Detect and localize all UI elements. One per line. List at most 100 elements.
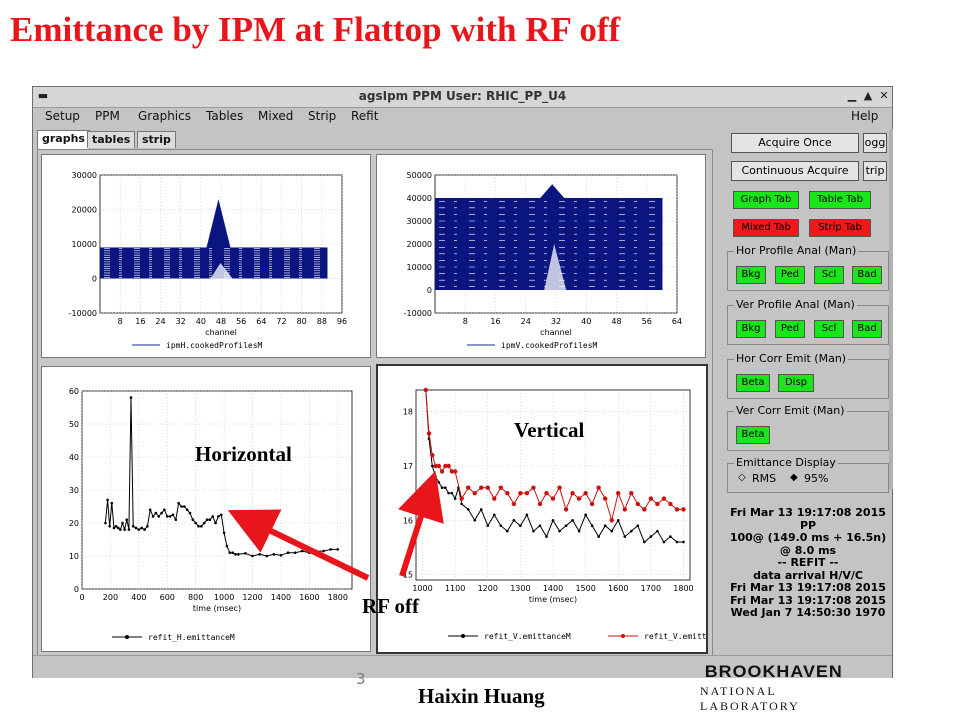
data-point xyxy=(537,501,543,507)
data-point xyxy=(610,529,614,533)
data-point xyxy=(444,486,447,490)
radio-rms-icon[interactable]: ◇ xyxy=(738,472,746,483)
x-tick-label: 24 xyxy=(521,317,531,326)
strip-button[interactable]: trip xyxy=(863,161,887,181)
menu-setup[interactable]: Setup xyxy=(45,109,80,123)
status-panel: Fri Mar 13 19:17:08 2015 PP 100@ (149.0 … xyxy=(723,506,893,620)
hor-bkg-button[interactable]: Bkg xyxy=(736,266,766,284)
menu-refit[interactable]: Refit xyxy=(351,109,379,123)
menu-help[interactable]: Help xyxy=(851,109,879,123)
vertical-scrollbar[interactable] xyxy=(889,129,893,489)
ver-beta-button[interactable]: Beta xyxy=(736,426,770,444)
data-point xyxy=(531,485,536,490)
tab-tables[interactable]: tables xyxy=(87,131,136,148)
menubar: Setup PPM Graphics Tables Mixed Strip Re… xyxy=(33,108,892,126)
ver-bkg-button[interactable]: Bkg xyxy=(736,320,766,338)
data-point xyxy=(492,513,496,517)
ver-bad-button[interactable]: Bad xyxy=(852,320,882,338)
x-tick-label: 32 xyxy=(176,317,186,326)
x-tick-label: 40 xyxy=(196,317,206,326)
data-point xyxy=(629,529,633,533)
data-point xyxy=(505,490,510,496)
x-tick-label: 1000 xyxy=(412,584,432,593)
ver-ped-button[interactable]: Ped xyxy=(775,320,805,338)
x-tick-label: 0 xyxy=(79,593,84,602)
data-point xyxy=(583,490,588,496)
window-menu-icon[interactable]: ▬ xyxy=(37,89,49,102)
data-point xyxy=(197,525,200,528)
x-axis-label: channel xyxy=(205,328,237,337)
data-point xyxy=(272,553,276,556)
tab-strip[interactable]: strip xyxy=(137,131,176,148)
mixed-tab-button[interactable]: Mixed Tab xyxy=(733,219,799,237)
data-point xyxy=(596,485,601,490)
data-point xyxy=(655,501,660,507)
menu-graphics[interactable]: Graphics xyxy=(138,109,191,123)
data-point xyxy=(286,551,290,554)
data-point xyxy=(525,513,529,517)
menu-ppm[interactable]: PPM xyxy=(95,109,120,123)
x-tick-label: 48 xyxy=(216,317,226,326)
window-titlebar[interactable]: ▬ agsIpm PPM User: RHIC_PP_U4 ▁ ▲ ✕ xyxy=(33,87,892,108)
menu-mixed[interactable]: Mixed xyxy=(258,109,294,123)
hor-emittance-chart: 0 200 400 600 800 1000 1200 1400 1600 18006050403… xyxy=(69,387,353,642)
strip-tab-button[interactable]: Strip Tab xyxy=(809,219,871,237)
data-point xyxy=(648,496,654,501)
ver-profile-panel: 8 16 24 32 40 48 56 64 50000 40000 30000 20000 10000… xyxy=(376,154,706,358)
legend-label: refit_H.emittanceM xyxy=(148,633,235,642)
data-point xyxy=(479,508,483,511)
data-point xyxy=(151,515,155,518)
author-name: Haixin Huang xyxy=(418,684,545,708)
maximize-icon[interactable]: ▲ xyxy=(863,89,873,102)
x-tick-label: 1200 xyxy=(242,593,262,602)
hor-scl-button[interactable]: Scl xyxy=(814,266,844,284)
y-tick-label: -10000 xyxy=(404,309,432,318)
menu-strip[interactable]: Strip xyxy=(308,109,337,123)
hor-disp-button[interactable]: Disp xyxy=(778,374,814,392)
logging-button[interactable]: ogg xyxy=(863,133,887,153)
data-point xyxy=(590,524,594,528)
data-point xyxy=(443,463,448,469)
x-tick-label: 16 xyxy=(490,317,500,326)
x-tick-label: 800 xyxy=(188,593,203,602)
window-statusbar xyxy=(33,655,892,678)
status-line: Fri Mar 13 19:17:08 2015 xyxy=(730,506,886,519)
hor-bad-button[interactable]: Bad xyxy=(852,266,882,284)
tab-graphs[interactable]: graphs xyxy=(37,130,90,149)
data-point xyxy=(649,535,653,538)
x-tick-label: 64 xyxy=(256,317,266,326)
data-point xyxy=(622,507,627,512)
table-tab-button[interactable]: Table Tab xyxy=(809,191,871,209)
rms-label: RMS xyxy=(752,472,777,485)
graphs-area: 8 16 24 32 40 48 56 64 72 80 88 96 30000 20000 10000 0-… xyxy=(37,149,713,657)
data-point xyxy=(668,501,673,507)
data-point xyxy=(629,490,634,496)
close-icon[interactable]: ✕ xyxy=(879,89,889,102)
x-tick-label: 88 xyxy=(317,317,327,326)
minimize-icon[interactable]: ▁ xyxy=(847,89,857,102)
data-point xyxy=(168,515,172,518)
ver-scl-button[interactable]: Scl xyxy=(814,320,844,338)
radio-95-icon[interactable]: ◆ xyxy=(790,472,798,483)
data-point xyxy=(545,535,548,538)
x-tick-label: 1700 xyxy=(641,584,661,593)
legend-marker xyxy=(621,634,625,638)
data-point xyxy=(423,387,428,393)
page-number: 3 xyxy=(356,670,366,688)
hor-ped-button[interactable]: Ped xyxy=(775,266,805,284)
graph-tab-button[interactable]: Graph Tab xyxy=(733,191,799,209)
arrow-to-horizontal xyxy=(227,509,370,581)
data-point xyxy=(430,452,435,458)
data-point xyxy=(322,549,325,553)
continuous-acquire-button[interactable]: Continuous Acquire xyxy=(731,161,859,181)
data-point xyxy=(121,521,124,525)
acquire-once-button[interactable]: Acquire Once xyxy=(731,133,859,153)
hor-beta-button[interactable]: Beta xyxy=(736,374,770,392)
status-line: Wed Jan 7 14:50:30 1970 xyxy=(730,606,886,619)
legend-label: refit_V.emittanceM xyxy=(484,632,571,641)
profile-band xyxy=(100,247,328,279)
data-point xyxy=(557,485,562,490)
x-tick-label: 56 xyxy=(642,317,652,326)
menu-tables[interactable]: Tables xyxy=(206,109,244,123)
data-point xyxy=(104,521,107,525)
